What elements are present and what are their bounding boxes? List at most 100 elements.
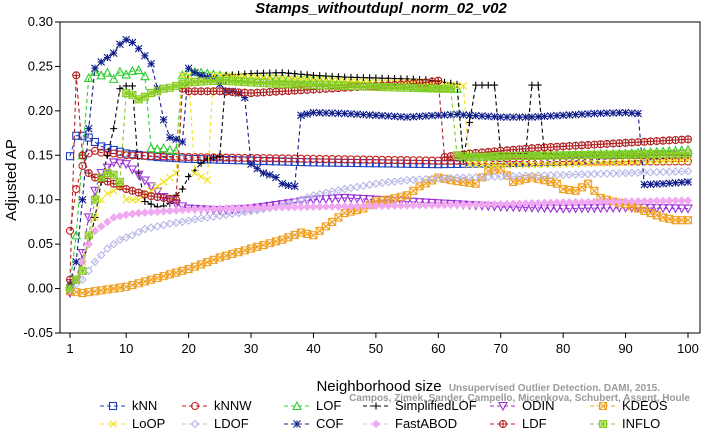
data-point	[452, 200, 462, 210]
data-point	[78, 151, 87, 160]
data-point	[302, 196, 313, 206]
data-point	[333, 194, 344, 204]
data-point	[434, 174, 443, 183]
data-point	[109, 49, 118, 57]
data-point	[90, 257, 100, 267]
data-point	[466, 118, 474, 126]
data-point	[646, 180, 655, 189]
data-point	[197, 159, 205, 167]
data-point	[459, 110, 468, 119]
data-point	[253, 164, 262, 173]
data-point	[609, 109, 617, 117]
data-point	[177, 202, 188, 212]
data-point	[315, 108, 324, 117]
data-point	[284, 154, 293, 163]
data-point	[116, 40, 124, 49]
data-point	[496, 161, 505, 169]
data-point	[640, 168, 649, 177]
data-point	[396, 156, 405, 165]
data-point	[577, 159, 586, 168]
series-cof	[66, 35, 692, 289]
legend-item-fastabod: FastABOD	[363, 416, 457, 431]
data-point	[403, 156, 412, 165]
data-point	[521, 113, 530, 121]
data-point	[515, 113, 524, 121]
data-point	[365, 155, 374, 164]
data-point	[153, 192, 162, 202]
data-point	[246, 203, 256, 212]
data-point	[596, 109, 605, 118]
data-point	[471, 200, 481, 209]
data-point	[352, 201, 362, 211]
data-point	[72, 258, 81, 266]
data-point	[309, 202, 318, 212]
data-point	[340, 109, 349, 118]
data-point	[683, 149, 693, 158]
legend-label: INFLO	[622, 416, 660, 431]
data-point	[190, 205, 200, 214]
data-point	[159, 84, 168, 93]
data-point-cross	[141, 190, 149, 198]
data-point	[596, 197, 605, 207]
data-point	[553, 160, 561, 169]
data-point	[627, 197, 637, 206]
data-point	[228, 153, 237, 162]
data-point	[477, 172, 487, 182]
x-tick-label: 80	[556, 341, 570, 356]
data-point	[340, 155, 349, 164]
data-point	[109, 170, 118, 179]
data-point	[90, 186, 100, 196]
data-point	[66, 280, 74, 289]
data-point	[133, 170, 144, 181]
data-point-cross	[85, 169, 93, 177]
data-point	[328, 72, 336, 80]
legend-label: LDF	[522, 416, 547, 431]
data-point	[65, 226, 75, 235]
data-point	[152, 143, 163, 154]
data-point	[296, 202, 306, 212]
data-point	[334, 109, 343, 118]
data-point	[159, 206, 168, 216]
data-point	[527, 198, 537, 208]
data-point	[677, 178, 686, 187]
data-point	[290, 154, 299, 163]
data-point	[509, 160, 518, 169]
data-point	[115, 150, 124, 159]
data-point	[328, 109, 337, 118]
data-point	[409, 201, 418, 210]
data-point	[540, 171, 549, 180]
data-point	[265, 154, 274, 163]
data-point	[652, 180, 661, 188]
data-point	[683, 135, 693, 144]
data-point	[390, 201, 399, 210]
watermark-line-1: Unsupervised Outlier Detection. DAMI, 20…	[449, 383, 660, 394]
data-point	[272, 173, 280, 182]
data-point	[665, 156, 674, 165]
legend-label: KDEOS	[622, 398, 668, 413]
data-point	[146, 182, 157, 192]
data-point	[528, 81, 536, 89]
data-point	[615, 158, 624, 167]
data-point	[577, 197, 587, 207]
data-point	[109, 186, 118, 195]
data-point	[102, 67, 113, 77]
data-point	[621, 108, 630, 117]
data-point	[97, 142, 106, 151]
data-point	[147, 200, 155, 208]
data-point	[396, 201, 406, 210]
data-point	[633, 197, 643, 206]
series-line	[69, 75, 689, 280]
data-point	[671, 196, 680, 206]
y-axis-label: Adjusted AP	[3, 139, 20, 221]
data-point	[371, 155, 380, 164]
data-point	[134, 95, 143, 104]
data-point	[139, 176, 150, 186]
data-point	[221, 204, 231, 213]
data-point	[315, 154, 324, 163]
legend-item-knnw: kNNW	[182, 398, 252, 413]
legend-label: COF	[316, 416, 344, 431]
y-tick-label: 0.00	[28, 281, 53, 296]
data-point	[608, 169, 618, 178]
data-point	[97, 148, 106, 157]
legend-item-inflo: INFLO	[590, 416, 660, 431]
